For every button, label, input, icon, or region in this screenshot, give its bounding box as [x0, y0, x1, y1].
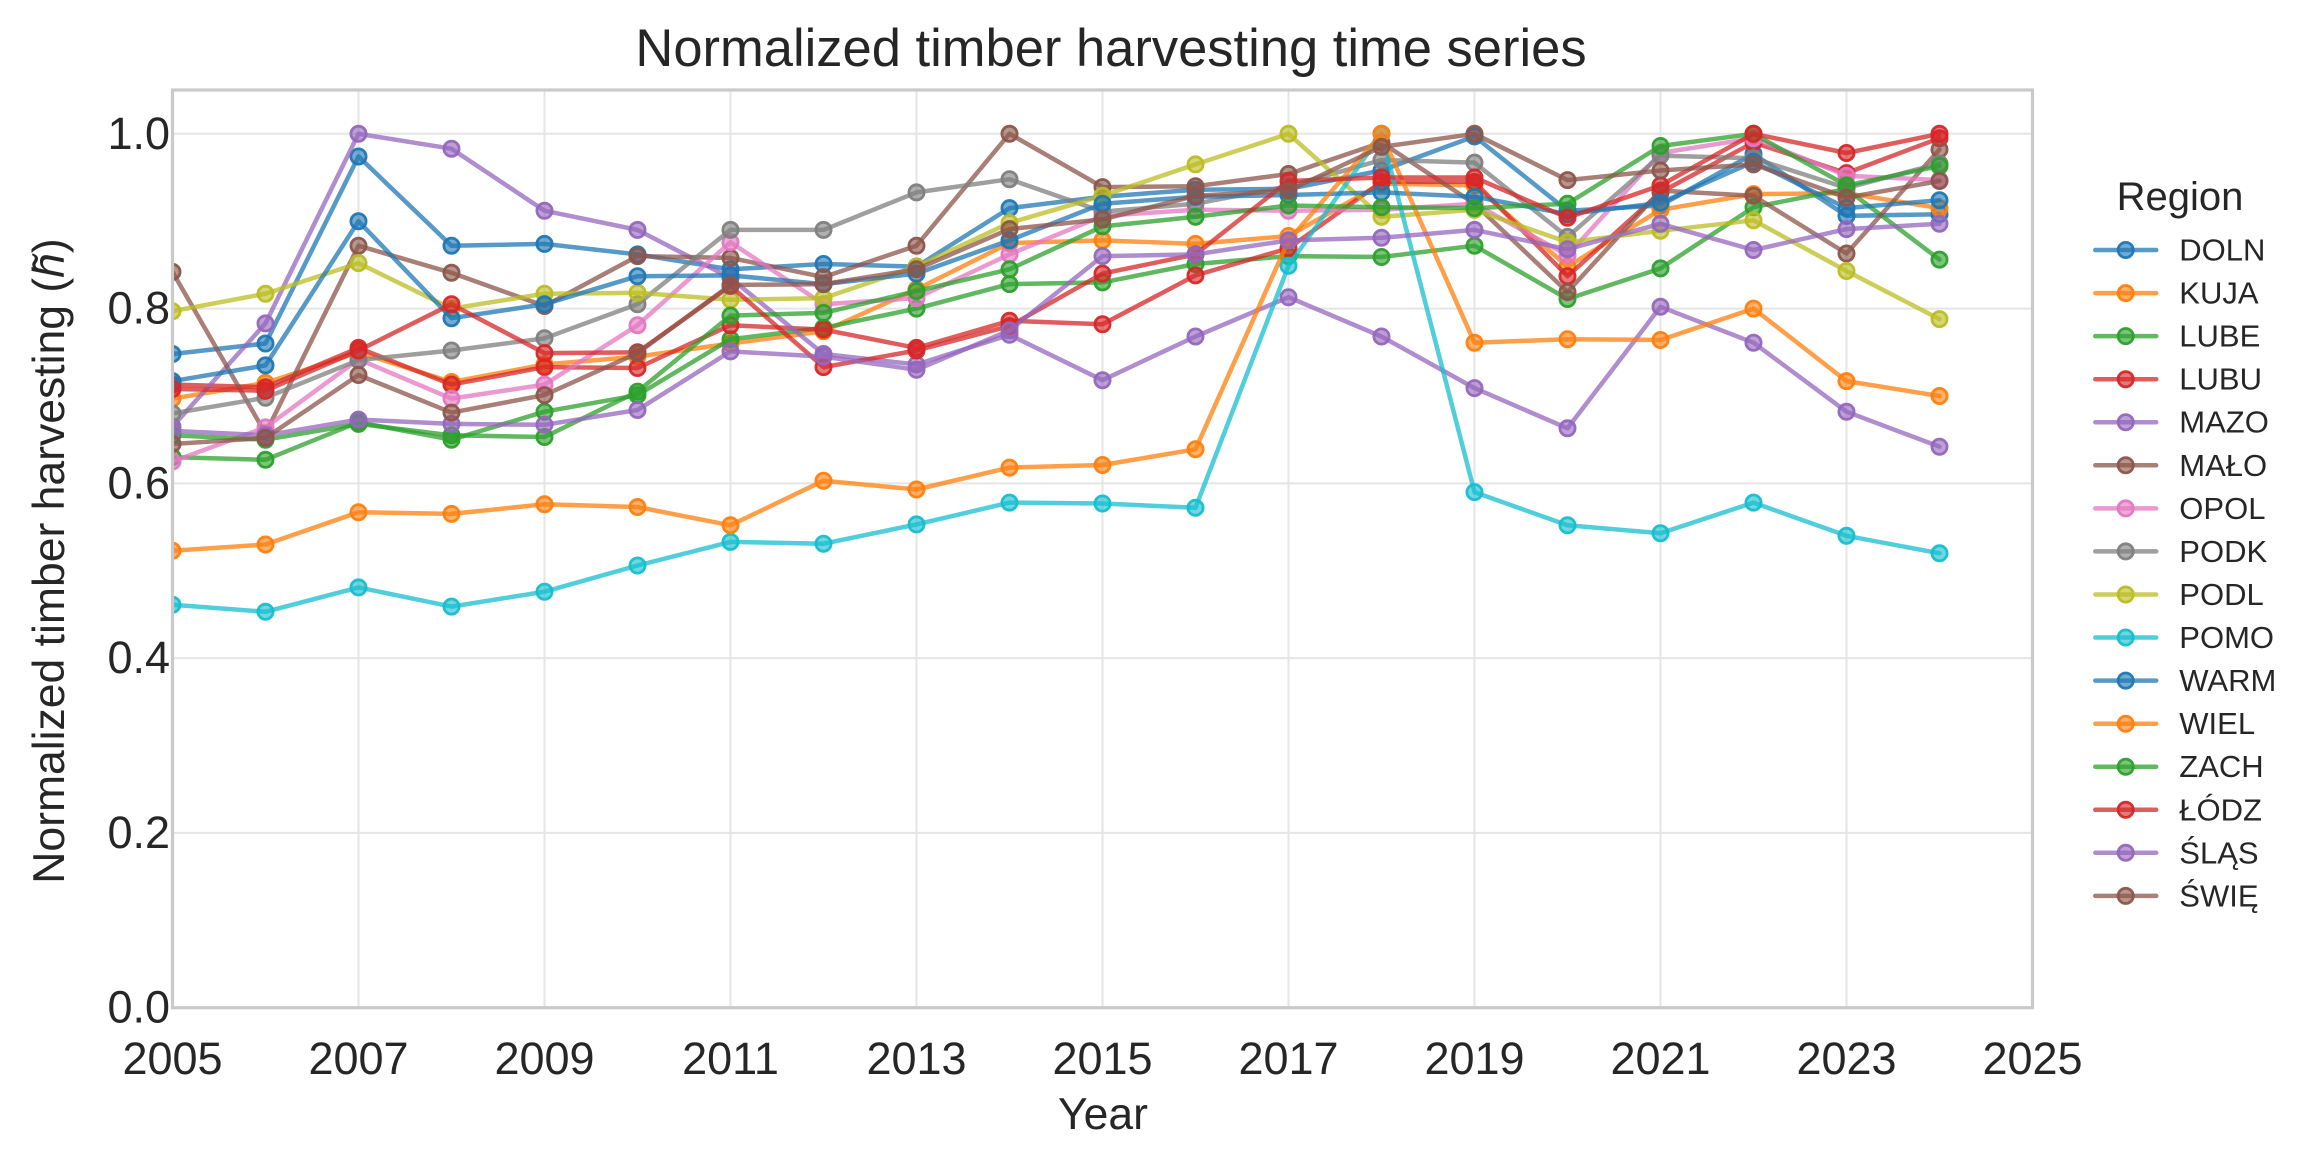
svg-text:1.0: 1.0 — [107, 108, 170, 159]
svg-text:0.2: 0.2 — [107, 807, 170, 858]
svg-text:LUBU: LUBU — [2179, 362, 2262, 397]
svg-text:2021: 2021 — [1610, 1033, 1710, 1084]
svg-text:Region: Region — [2117, 175, 2244, 219]
svg-text:MAŁO: MAŁO — [2179, 448, 2267, 483]
svg-text:2007: 2007 — [308, 1033, 408, 1084]
svg-text:2019: 2019 — [1424, 1033, 1524, 1084]
svg-text:ZACH: ZACH — [2179, 749, 2263, 784]
svg-text:ŁÓDZ: ŁÓDZ — [2179, 792, 2262, 827]
svg-text:2011: 2011 — [682, 1033, 779, 1084]
svg-text:2013: 2013 — [866, 1033, 966, 1084]
svg-text:ŚWIĘ: ŚWIĘ — [2179, 877, 2258, 913]
svg-text:ŚLĄS: ŚLĄS — [2179, 834, 2258, 870]
svg-text:PODK: PODK — [2179, 534, 2267, 569]
svg-text:2017: 2017 — [1238, 1033, 1338, 1084]
svg-text:PODL: PODL — [2179, 577, 2263, 612]
svg-text:DOLN: DOLN — [2179, 233, 2265, 268]
svg-text:2009: 2009 — [494, 1033, 594, 1084]
svg-text:OPOL: OPOL — [2179, 491, 2265, 526]
svg-text:POMO: POMO — [2179, 620, 2274, 655]
svg-text:0.0: 0.0 — [107, 982, 170, 1033]
svg-text:2015: 2015 — [1052, 1033, 1152, 1084]
svg-text:Normalized timber harvesting (: Normalized timber harvesting (h̃) — [25, 238, 74, 883]
svg-text:0.8: 0.8 — [107, 283, 170, 334]
svg-text:Normalized timber harvesting t: Normalized timber harvesting time series — [635, 19, 1586, 78]
svg-text:2025: 2025 — [1982, 1033, 2082, 1084]
svg-text:2023: 2023 — [1796, 1033, 1896, 1084]
svg-text:0.4: 0.4 — [107, 632, 170, 683]
svg-text:0.6: 0.6 — [107, 457, 170, 508]
svg-text:KUJA: KUJA — [2179, 276, 2259, 311]
svg-text:WIEL: WIEL — [2179, 706, 2255, 741]
svg-text:WARM: WARM — [2179, 663, 2276, 698]
svg-text:2005: 2005 — [122, 1033, 222, 1084]
svg-text:LUBE: LUBE — [2179, 319, 2260, 354]
svg-text:MAZO: MAZO — [2179, 405, 2269, 440]
svg-text:Year: Year — [1058, 1090, 1148, 1139]
